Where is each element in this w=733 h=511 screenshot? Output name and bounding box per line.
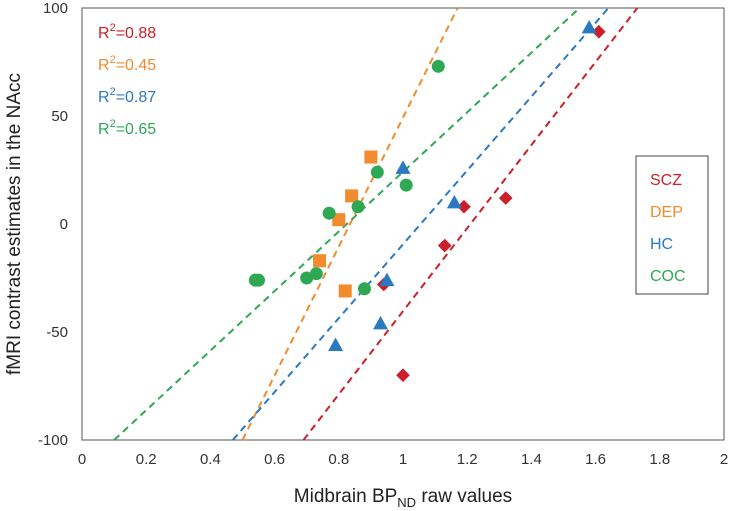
data-point-scz [396,368,410,383]
r-squared-prefix: R [98,57,110,74]
legend-item-scz: SCZ [650,172,682,189]
data-point-hc [395,160,411,174]
legend-item-coc: COC [650,268,686,285]
y-tick-label: 50 [51,108,68,125]
x-tick-label: 0.4 [200,451,221,468]
data-point-coc [309,267,323,281]
x-tick-label: 1.8 [649,451,670,468]
x-tick-label: 0.8 [328,451,349,468]
x-tick-label: 2 [720,451,728,468]
r-squared-label-coc: R2=0.65 [98,118,156,138]
data-point-dep [313,254,327,268]
data-point-scz [498,191,513,205]
r-squared-prefix: R [98,25,110,42]
legend: SCZ DEP HC COC [635,155,709,295]
data-point-scz [457,199,471,214]
y-axis-title: fMRI contrast estimates in the NAcc [4,73,25,375]
x-tick-label: 0.2 [136,451,157,468]
data-point-dep [345,189,359,203]
data-point-hc [446,194,462,209]
data-point-hc [379,272,395,287]
x-tick-label: 1.6 [585,451,606,468]
r-squared-prefix: R [98,89,110,106]
x-axis-title: Midbrain BPND raw values [294,486,512,510]
x-tick-label: 0 [78,451,86,468]
y-tick-label: -50 [46,324,68,341]
data-point-coc [370,165,384,179]
fit-line-hc [232,7,610,441]
fit-line-coc [113,7,581,441]
fit-line-dep [241,7,459,441]
data-point-hc [373,315,389,330]
data-point-coc [322,206,336,220]
fit-lines [113,7,639,441]
x-axis-title-suffix: raw values [416,486,512,507]
r-squared-exponent: 2 [110,54,116,66]
r-squared-label-scz: R2=0.88 [98,22,156,42]
y-tick-labels: 100 50 0 -50 -100 [38,0,68,449]
data-point-hc [328,337,344,351]
data-point-hc [581,19,597,34]
data-point-dep [364,150,378,164]
data-point-coc [252,273,266,287]
r-squared-exponent: 2 [110,86,116,98]
plot-frame [81,7,725,441]
legend-item-dep: DEP [650,204,683,221]
x-axis-title-subscript: ND [397,495,416,510]
data-point-coc [399,178,413,192]
y-tick-label: -100 [38,432,68,449]
x-tick-label: 1 [399,451,407,468]
data-point-scz [437,238,452,253]
x-tick-labels: 0 0.2 0.4 0.6 0.8 1 1.2 1.4 1.6 1.8 2 [78,451,728,468]
r-squared-prefix: R [98,121,110,138]
r-squared-exponent: 2 [110,118,116,130]
fit-line-scz [302,7,639,441]
x-tick-label: 1.4 [521,451,542,468]
data-point-coc [351,200,365,214]
data-point-coc [431,59,445,73]
legend-item-hc: HC [650,236,673,253]
r-squared-label-dep: R2=0.45 [98,54,156,74]
x-axis-title-main: Midbrain BP [294,486,398,507]
legend-box [635,155,709,295]
y-tick-label: 0 [60,216,68,233]
data-points [248,19,606,383]
r-squared-value: =0.65 [116,121,157,138]
x-tick-label: 1.2 [457,451,478,468]
r-squared-value: =0.88 [116,25,157,42]
legend-items: SCZ DEP HC COC [650,172,686,285]
r-squared-label-hc: R2=0.87 [98,86,156,106]
r-squared-value: =0.45 [116,57,157,74]
r-squared-value: =0.87 [116,89,157,106]
y-tick-label: 100 [43,0,68,17]
x-tick-label: 0.6 [264,451,285,468]
data-point-dep [332,213,346,227]
data-point-scz [591,24,606,39]
data-point-dep [338,284,352,298]
r-squared-exponent: 2 [110,22,116,34]
data-point-coc [357,282,371,296]
